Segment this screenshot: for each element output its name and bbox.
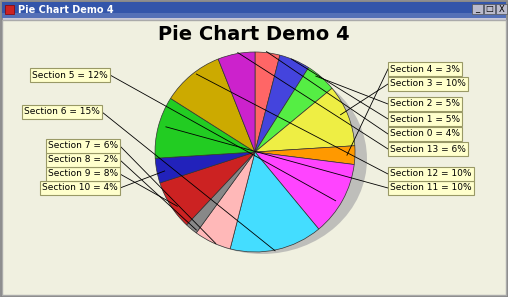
Wedge shape [218,52,255,152]
Text: Section 1 = 5%: Section 1 = 5% [390,115,460,124]
Text: Section 10 = 4%: Section 10 = 4% [42,184,118,192]
Wedge shape [155,152,255,183]
Text: Section 0 = 4%: Section 0 = 4% [390,129,460,138]
Text: Section 6 = 15%: Section 6 = 15% [24,108,100,116]
Text: Section 5 = 12%: Section 5 = 12% [32,70,108,80]
Text: Section 3 = 10%: Section 3 = 10% [390,80,466,89]
Ellipse shape [157,64,367,254]
Bar [2,2,506,18]
Wedge shape [171,59,255,152]
Wedge shape [230,152,319,252]
Wedge shape [255,67,332,152]
Wedge shape [186,152,255,233]
Text: _: _ [475,4,480,13]
Text: Section 9 = 8%: Section 9 = 8% [48,170,118,178]
Text: Section 2 = 5%: Section 2 = 5% [390,99,460,108]
Text: Section 4 = 3%: Section 4 = 3% [390,64,460,73]
Text: Section 8 = 2%: Section 8 = 2% [48,156,118,165]
Text: Pie Chart Demo 4: Pie Chart Demo 4 [18,5,114,15]
Wedge shape [255,152,354,229]
Bar [5,5,14,14]
Bar [496,4,507,14]
Wedge shape [255,52,280,152]
Text: Section 12 = 10%: Section 12 = 10% [390,170,471,178]
Text: Section 7 = 6%: Section 7 = 6% [48,141,118,151]
Wedge shape [155,98,255,158]
Wedge shape [255,88,355,152]
Text: Pie Chart Demo 4: Pie Chart Demo 4 [158,26,350,45]
Text: Section 11 = 10%: Section 11 = 10% [390,184,471,192]
Wedge shape [255,146,355,165]
Bar [472,4,483,14]
Text: X: X [499,4,504,13]
Text: □: □ [486,4,493,13]
Wedge shape [196,152,255,249]
Bar [484,4,495,14]
Wedge shape [255,55,308,152]
Text: Section 13 = 6%: Section 13 = 6% [390,145,466,154]
Bar [2,13,506,18]
Wedge shape [160,152,255,225]
